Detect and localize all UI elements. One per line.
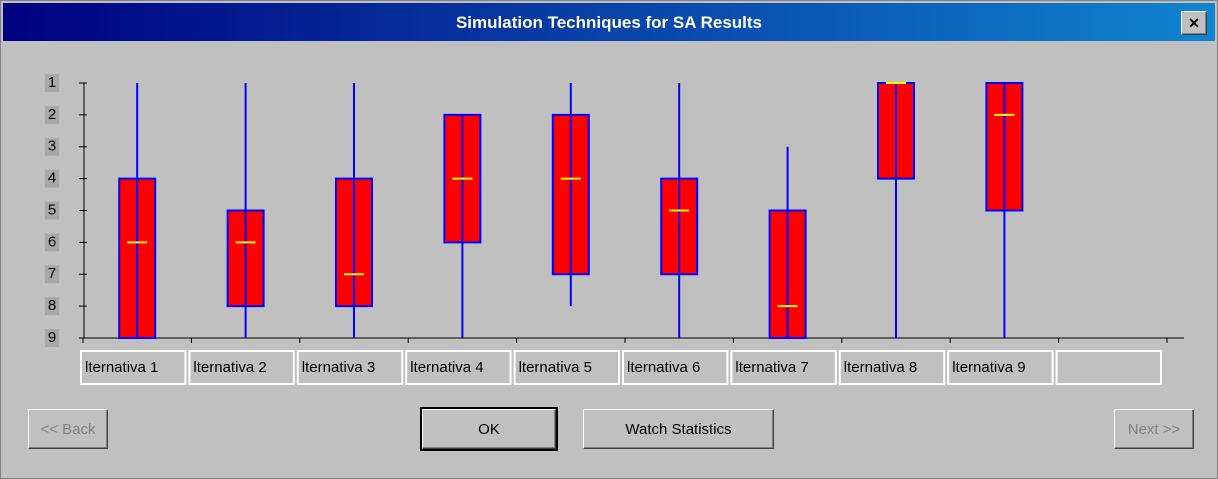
category-label: lternativa 8	[844, 359, 917, 376]
y-tick-label: 1	[48, 74, 56, 91]
window-title: Simulation Techniques for SA Results	[455, 13, 763, 32]
label-box	[513, 350, 620, 385]
y-tick-bg	[45, 169, 59, 188]
label-box	[947, 350, 1054, 385]
label-box	[296, 350, 404, 385]
title-bar: Simulation Techniques for SA Results ✕	[3, 3, 1215, 41]
y-tick-label: 3	[48, 138, 56, 155]
y-tick-label: 7	[48, 265, 56, 282]
label-box	[405, 350, 512, 385]
y-tick-label: 6	[48, 233, 56, 250]
label-box	[188, 350, 295, 385]
y-tick-label: 2	[48, 106, 56, 123]
category-label: lternativa 4	[410, 359, 483, 376]
watch-statistics-button[interactable]: Watch Statistics	[583, 409, 774, 449]
y-tick-label: 9	[48, 329, 56, 346]
close-button[interactable]: ✕	[1181, 11, 1207, 35]
y-tick-label: 5	[48, 201, 56, 218]
category-label: lternativa 1	[85, 359, 158, 376]
category-label: lternativa 9	[952, 359, 1025, 376]
label-box	[730, 350, 837, 385]
label-box	[838, 350, 946, 385]
ok-button[interactable]: OK	[420, 407, 558, 451]
category-label: lternativa 2	[193, 359, 266, 376]
category-label: lternativa 3	[302, 359, 375, 376]
label-box	[1055, 350, 1162, 385]
y-tick-bg	[45, 74, 59, 92]
y-tick-bg	[45, 297, 59, 316]
y-tick-label: 8	[48, 297, 56, 314]
label-box	[622, 350, 729, 385]
y-tick-bg	[45, 201, 59, 220]
chart: 1 2 3 4 5 6 7 8 9 lternativa 1 lternativa 2 lternat…	[45, 74, 1184, 385]
y-tick-bg	[45, 233, 59, 252]
label-box	[80, 350, 187, 385]
next-button[interactable]: Next >>	[1114, 409, 1194, 449]
category-label: lternativa 6	[627, 359, 700, 376]
back-button[interactable]: << Back	[28, 409, 108, 449]
y-tick-bg	[45, 329, 59, 347]
y-tick-bg	[45, 137, 59, 156]
category-label: lternativa 5	[519, 359, 592, 376]
y-tick-bg	[45, 265, 59, 284]
category-label: lternativa 7	[735, 359, 808, 376]
y-tick-label: 4	[48, 170, 56, 187]
y-tick-bg	[45, 105, 59, 124]
